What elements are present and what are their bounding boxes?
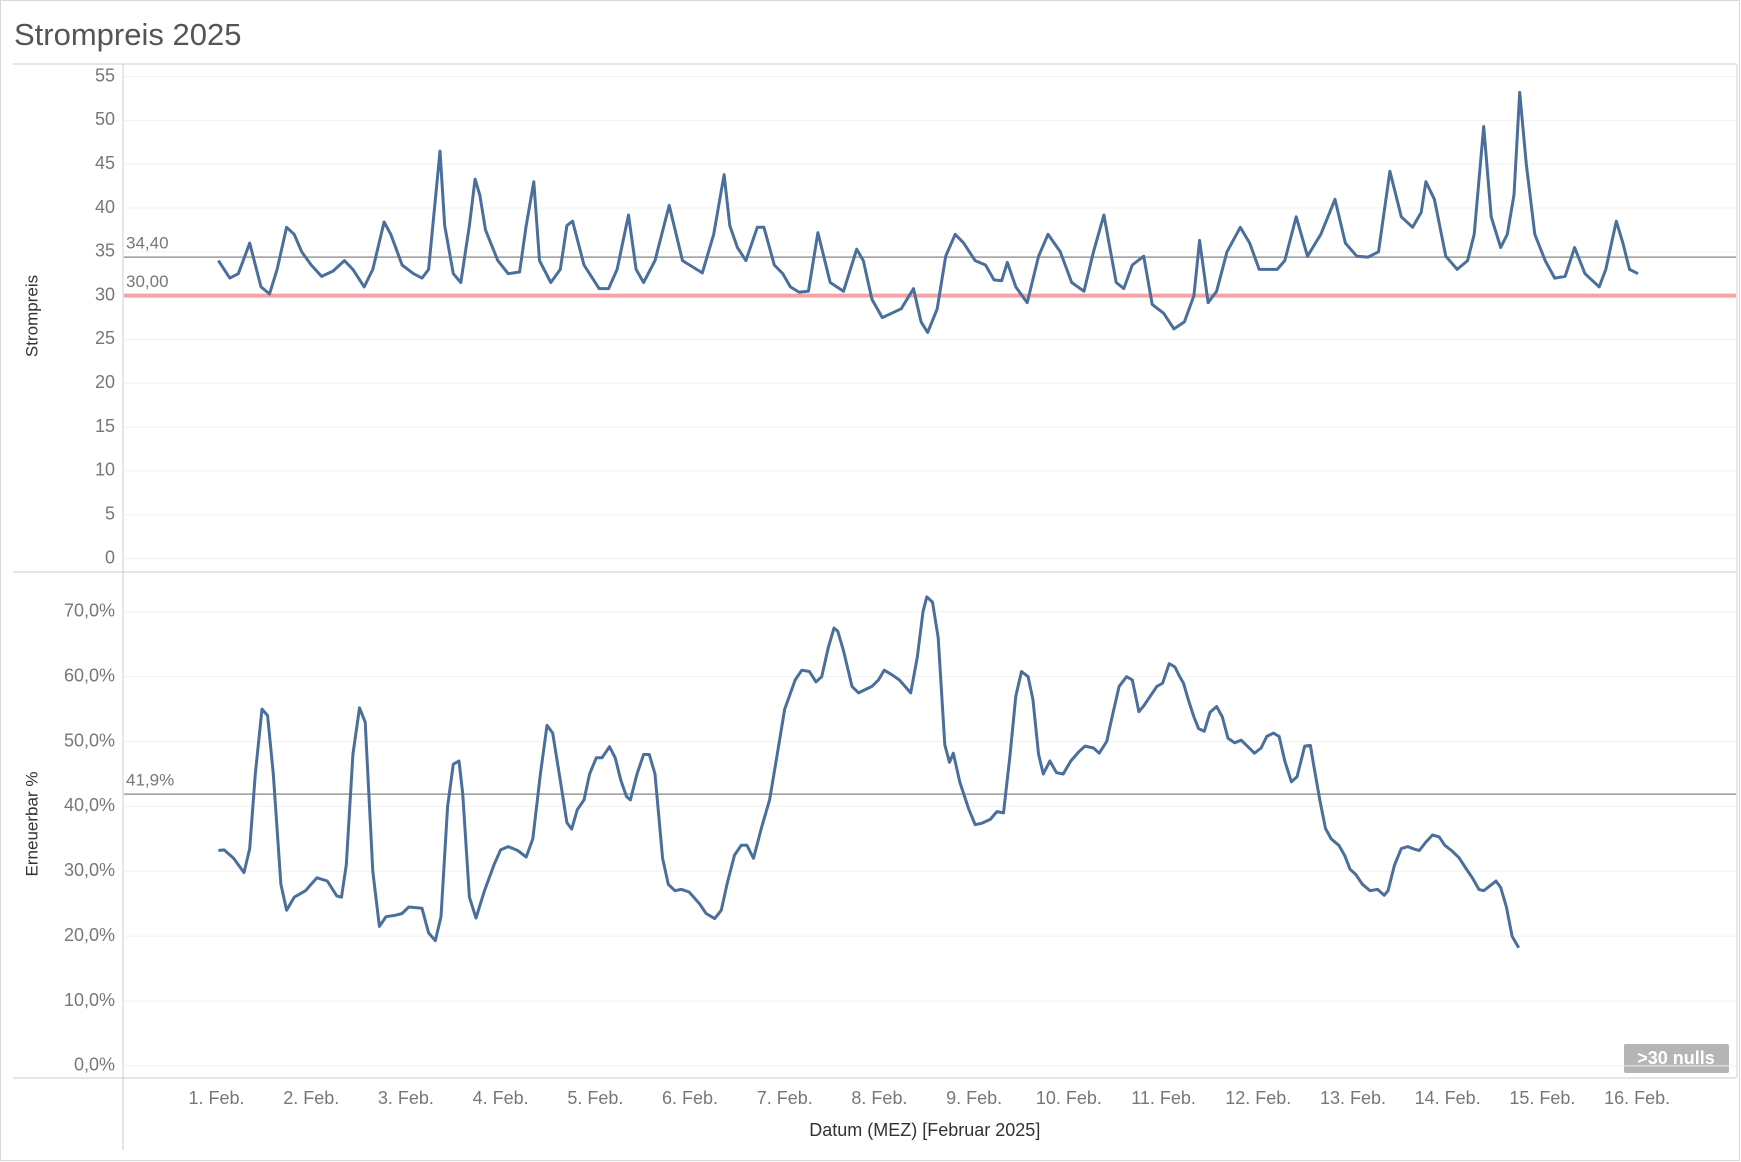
y-axis-title: Strompreis bbox=[22, 275, 41, 357]
x-tick-label: 14. Feb. bbox=[1415, 1088, 1481, 1108]
y-tick-label: 30,0% bbox=[64, 860, 115, 880]
nulls-badge-text[interactable]: >30 nulls bbox=[1637, 1048, 1715, 1068]
y-tick-label: 35 bbox=[95, 241, 115, 261]
series-line bbox=[217, 90, 1639, 334]
y-tick-label: 45 bbox=[95, 153, 115, 173]
x-tick-label: 13. Feb. bbox=[1320, 1088, 1386, 1108]
x-tick-label: 9. Feb. bbox=[946, 1088, 1002, 1108]
y-tick-label: 30 bbox=[95, 284, 115, 304]
x-tick-label: 15. Feb. bbox=[1509, 1088, 1575, 1108]
y-tick-label: 5 bbox=[105, 503, 115, 523]
y-tick-label: 25 bbox=[95, 328, 115, 348]
x-tick-label: 8. Feb. bbox=[851, 1088, 907, 1108]
y-tick-label: 70,0% bbox=[64, 601, 115, 621]
x-tick-label: 11. Feb. bbox=[1131, 1088, 1196, 1108]
title: Strompreis 2025 bbox=[14, 17, 241, 52]
series-line bbox=[218, 595, 1521, 949]
y-tick-label: 20,0% bbox=[64, 925, 115, 945]
y-tick-label: 55 bbox=[95, 65, 115, 85]
x-tick-label: 12. Feb. bbox=[1225, 1088, 1291, 1108]
x-tick-label: 10. Feb. bbox=[1036, 1088, 1102, 1108]
y-axis-title: Erneuerbar % bbox=[22, 772, 41, 877]
x-tick-label: 16. Feb. bbox=[1604, 1088, 1670, 1108]
y-tick-label: 15 bbox=[95, 416, 115, 436]
y-tick-label: 10,0% bbox=[64, 990, 115, 1010]
y-tick-label: 40 bbox=[95, 197, 115, 217]
y-tick-label: 20 bbox=[95, 372, 115, 392]
y-tick-label: 10 bbox=[95, 460, 115, 480]
y-tick-label: 50,0% bbox=[64, 730, 115, 750]
x-tick-label: 3. Feb. bbox=[378, 1088, 434, 1108]
y-tick-label: 60,0% bbox=[64, 665, 115, 685]
x-tick-label: 2. Feb. bbox=[283, 1088, 339, 1108]
y-tick-label: 0 bbox=[105, 547, 115, 567]
reference-label: 41,9% bbox=[126, 771, 174, 790]
x-tick-label: 5. Feb. bbox=[567, 1088, 623, 1108]
x-axis-title: Datum (MEZ) [Februar 2025] bbox=[809, 1120, 1040, 1140]
y-tick-label: 40,0% bbox=[64, 795, 115, 815]
x-tick-label: 1. Feb. bbox=[188, 1088, 244, 1108]
y-tick-label: 50 bbox=[95, 109, 115, 129]
x-tick-label: 6. Feb. bbox=[662, 1088, 718, 1108]
reference-label: 30,00 bbox=[126, 272, 169, 291]
x-tick-label: 4. Feb. bbox=[473, 1088, 529, 1108]
x-tick-label: 7. Feb. bbox=[757, 1088, 813, 1108]
y-tick-label: 0,0% bbox=[74, 1055, 115, 1075]
reference-label: 34,40 bbox=[126, 234, 169, 253]
